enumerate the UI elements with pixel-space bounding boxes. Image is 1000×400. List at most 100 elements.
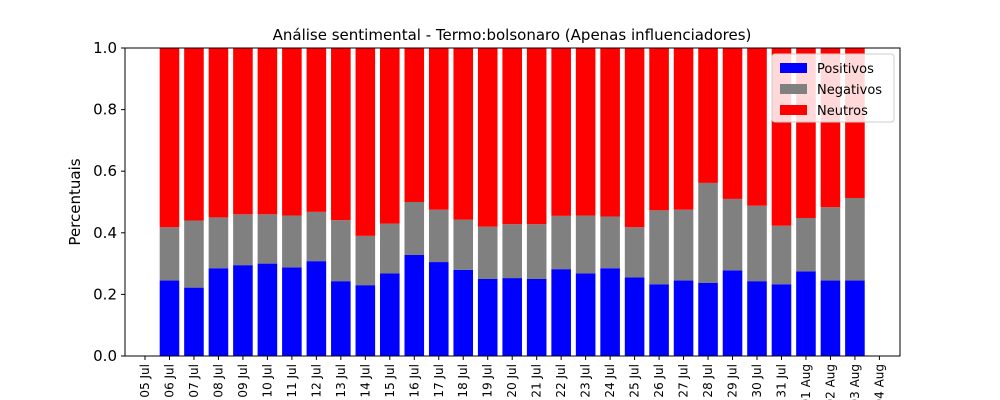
bar-segment-negativos xyxy=(722,198,743,271)
x-tick-label: 16 Jul xyxy=(407,364,421,398)
bar-segment-negativos xyxy=(820,207,841,281)
bar-segment-neutros xyxy=(380,48,400,224)
x-tick-label: 15 Jul xyxy=(383,364,397,398)
bar-segment-positivos xyxy=(575,273,596,356)
bar-segment-neutros xyxy=(502,48,522,225)
bar-segment-positivos xyxy=(649,284,669,356)
bar-segment-negativos xyxy=(355,235,376,286)
bar-segment-negativos xyxy=(233,214,253,266)
bar-segment-negativos xyxy=(747,205,767,282)
y-tick-label: 1.0 xyxy=(93,39,117,57)
bar-segment-negativos xyxy=(673,209,694,281)
bar-segment-neutros xyxy=(331,48,351,221)
x-tick-label: 23 Jul xyxy=(579,364,593,398)
bar-segment-negativos xyxy=(845,198,865,281)
y-tick-label: 0.2 xyxy=(93,285,117,303)
y-tick-label: 0.8 xyxy=(93,101,117,119)
bar-segment-negativos xyxy=(257,214,278,264)
y-axis-label: Percentuais xyxy=(66,158,84,245)
bar-segment-positivos xyxy=(673,280,694,356)
bar-segment-negativos xyxy=(771,225,792,285)
bar-segment-positivos xyxy=(257,263,278,356)
bar-segment-negativos xyxy=(477,226,498,279)
bar-segment-negativos xyxy=(600,216,620,269)
x-tick-label: 11 Jul xyxy=(285,364,299,398)
bar-segment-positivos xyxy=(526,279,547,356)
legend-label-negativos: Negativos xyxy=(817,83,882,98)
bar-segment-positivos xyxy=(159,280,180,356)
bar-segment-neutros xyxy=(722,48,743,199)
x-tick-label: 27 Jul xyxy=(677,364,691,398)
bar-segment-neutros xyxy=(306,48,327,212)
legend-swatch-neutros xyxy=(780,105,807,115)
bar-segment-positivos xyxy=(355,285,376,356)
bar-segment-positivos xyxy=(747,281,767,356)
x-tick-label: 05 Jul xyxy=(138,364,152,398)
bar-segment-neutros xyxy=(355,48,376,236)
x-tick-label: 21 Jul xyxy=(530,364,544,398)
x-tick-label: 02 Aug xyxy=(823,364,837,400)
legend-label-neutros: Neutros xyxy=(817,104,868,119)
bar-segment-negativos xyxy=(526,224,547,279)
bar-segment-positivos xyxy=(820,280,841,356)
x-tick-label: 06 Jul xyxy=(162,364,176,398)
y-tick-label: 0.0 xyxy=(93,347,117,365)
bar-segment-positivos xyxy=(477,279,498,356)
bar-segment-positivos xyxy=(722,270,743,356)
bar-segment-neutros xyxy=(428,48,449,210)
y-tick-label: 0.6 xyxy=(93,162,117,180)
bar-segment-negativos xyxy=(380,223,400,274)
bar-segment-positivos xyxy=(502,278,522,356)
legend-label-positivos: Positivos xyxy=(817,62,874,77)
bar-segment-positivos xyxy=(771,284,792,356)
bar-segment-negativos xyxy=(282,215,302,268)
bar-segment-negativos xyxy=(698,182,718,283)
x-tick-label: 22 Jul xyxy=(554,364,568,398)
bar-segment-negativos xyxy=(159,227,180,281)
bar-segment-neutros xyxy=(698,48,718,183)
x-tick-label: 17 Jul xyxy=(432,364,446,398)
x-tick-label: 08 Jul xyxy=(211,364,225,398)
bar-segment-neutros xyxy=(404,48,425,202)
bar-segment-neutros xyxy=(159,48,180,228)
x-tick-label: 14 Jul xyxy=(358,364,372,398)
bar-segment-neutros xyxy=(673,48,694,210)
legend-swatch-positivos xyxy=(780,63,807,73)
bar-segment-positivos xyxy=(306,261,327,356)
bar-segment-neutros xyxy=(257,48,278,215)
x-tick-label: 07 Jul xyxy=(187,364,201,398)
bar-segment-negativos xyxy=(306,211,327,262)
x-tick-label: 24 Jul xyxy=(603,364,617,398)
bar-segment-neutros xyxy=(184,48,204,221)
bar-segment-negativos xyxy=(404,202,425,255)
x-tick-label: 13 Jul xyxy=(334,364,348,398)
x-tick-label: 31 Jul xyxy=(774,364,788,398)
bar-segment-negativos xyxy=(624,227,645,278)
bar-segment-positivos xyxy=(428,262,449,356)
bar-segment-negativos xyxy=(551,215,571,270)
bar-segment-negativos xyxy=(428,209,449,263)
plot-area: 0.0 0.2 0.4 0.6 0.8 1.0 05 Jul 06 Jul 07 Jul 08 J… xyxy=(93,39,901,400)
bar-segment-neutros xyxy=(624,48,645,228)
legend-swatch-negativos xyxy=(780,84,807,94)
bar-segment-negativos xyxy=(796,218,816,272)
x-tick-label: 19 Jul xyxy=(481,364,495,398)
bar-segment-neutros xyxy=(208,48,229,218)
x-tick-label: 03 Aug xyxy=(848,364,862,400)
bar-segment-positivos xyxy=(698,283,718,356)
bar-segment-positivos xyxy=(380,273,400,356)
bar-segment-negativos xyxy=(184,220,204,288)
legend: Positivos Negativos Neutros xyxy=(771,53,895,123)
bar-segment-positivos xyxy=(796,271,816,356)
bar-segment-neutros xyxy=(453,48,474,220)
x-tick-label: 09 Jul xyxy=(236,364,250,398)
bar-segment-positivos xyxy=(624,277,645,356)
bar-segment-negativos xyxy=(649,210,669,285)
bar-segment-positivos xyxy=(600,268,620,356)
y-tick-label: 0.4 xyxy=(93,224,117,242)
chart-title: Análise sentimental - Termo:bolsonaro (A… xyxy=(273,26,752,44)
bar-segment-positivos xyxy=(845,280,865,356)
bar-segment-negativos xyxy=(331,220,351,282)
bar-segment-negativos xyxy=(502,224,522,279)
bar-segment-positivos xyxy=(331,281,351,356)
